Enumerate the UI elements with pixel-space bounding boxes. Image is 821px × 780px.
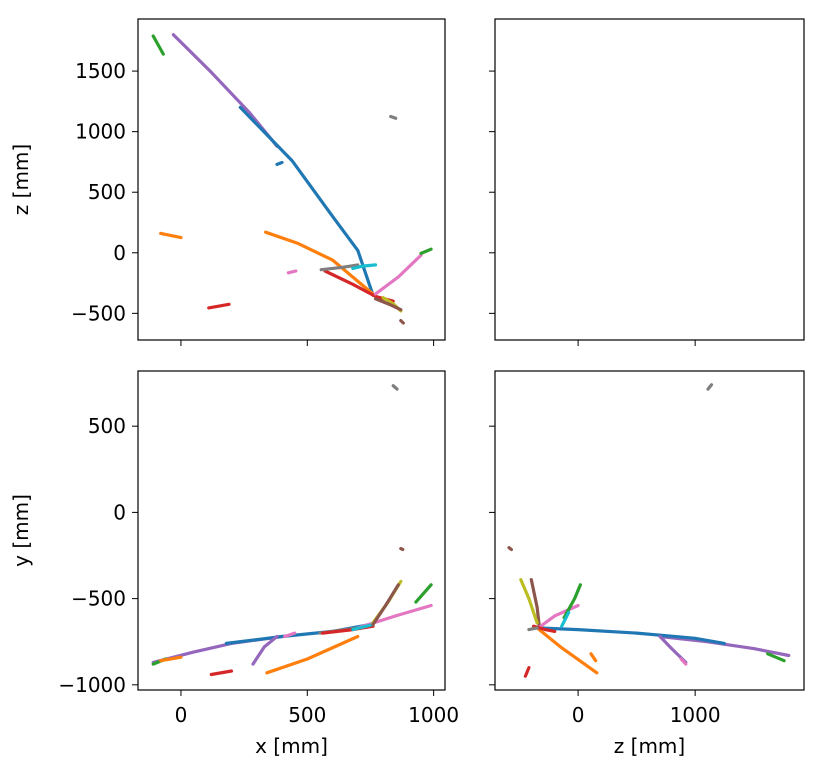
series-track-6 — [562, 583, 583, 620]
series-track-14 — [389, 114, 398, 120]
plot-area — [507, 383, 791, 678]
y-axis-label: y [mm] — [9, 494, 33, 567]
series-track-10 — [251, 634, 279, 666]
axes-frame — [137, 18, 446, 341]
series-track-11 — [589, 652, 598, 663]
series-track-0 — [658, 634, 791, 658]
series-track-13 — [159, 655, 183, 663]
y-tick-label: 0 — [113, 241, 126, 265]
y-axis-label: z [mm] — [9, 144, 33, 215]
panel-top-left: −500 0 500 1000 1500 z [mm] — [9, 18, 446, 346]
series-track-3 — [529, 577, 542, 630]
y-tick-label: 0 — [113, 500, 126, 524]
series-track-4 — [519, 577, 539, 625]
series-track-15 — [275, 160, 284, 166]
series-track-5 — [351, 263, 378, 271]
plot-area — [151, 384, 433, 677]
x-tick-label: 0 — [175, 703, 188, 727]
y-tick-label: 1500 — [75, 59, 126, 83]
axes-frame — [137, 370, 446, 691]
panel-top-right — [489, 18, 805, 346]
series-track-9 — [414, 583, 433, 604]
series-track-10 — [151, 34, 165, 56]
x-tick-label: 0 — [572, 703, 585, 727]
series-track-2 — [535, 626, 599, 675]
x-tick-label: 500 — [288, 703, 326, 727]
series-track-14 — [679, 657, 688, 666]
series-track-6 — [373, 253, 423, 296]
series-track-1 — [535, 626, 727, 646]
series-track-5 — [536, 603, 580, 630]
y-tick-label: 1000 — [75, 120, 126, 144]
series-track-11 — [209, 669, 234, 677]
x-axis-label: x [mm] — [255, 734, 328, 758]
series-track-11 — [159, 231, 183, 240]
y-tick-label: 500 — [88, 414, 126, 438]
series-track-13 — [286, 269, 298, 275]
y-tick-label: −500 — [71, 587, 126, 611]
panel-bottom-right: 0 1000 z [mm] — [489, 370, 805, 758]
series-track-8 — [371, 583, 400, 627]
x-axis-label: z [mm] — [614, 734, 685, 758]
x-tick-label: 1000 — [670, 703, 721, 727]
y-tick-label: −500 — [71, 301, 126, 325]
series-track-12 — [523, 665, 531, 678]
panel-bottom-left: 0 500 1000 −1000 −500 0 500 x [mm] y [mm] — [9, 370, 459, 758]
series-track-15 — [391, 384, 399, 391]
series-track-15 — [706, 383, 714, 391]
series-track-13 — [766, 652, 786, 663]
series-track-16 — [399, 546, 405, 552]
axes-frame — [494, 370, 805, 691]
series-track-16 — [507, 546, 513, 552]
axes-frame — [494, 18, 805, 341]
series-track-16 — [399, 319, 405, 325]
series-track-9 — [373, 297, 403, 312]
plot-area — [151, 33, 433, 325]
series-track-12 — [207, 302, 231, 310]
y-tick-label: 500 — [88, 180, 126, 204]
series-track-8 — [560, 610, 571, 628]
series-track-3 — [265, 634, 360, 675]
series-track-4 — [319, 263, 360, 272]
series-track-6 — [351, 622, 375, 632]
series-track-14 — [283, 631, 297, 639]
series-track-9 — [527, 626, 539, 632]
y-tick-label: −1000 — [58, 673, 126, 697]
x-tick-label: 1000 — [408, 703, 459, 727]
series-track-2 — [264, 230, 375, 296]
series-track-7 — [419, 247, 433, 255]
